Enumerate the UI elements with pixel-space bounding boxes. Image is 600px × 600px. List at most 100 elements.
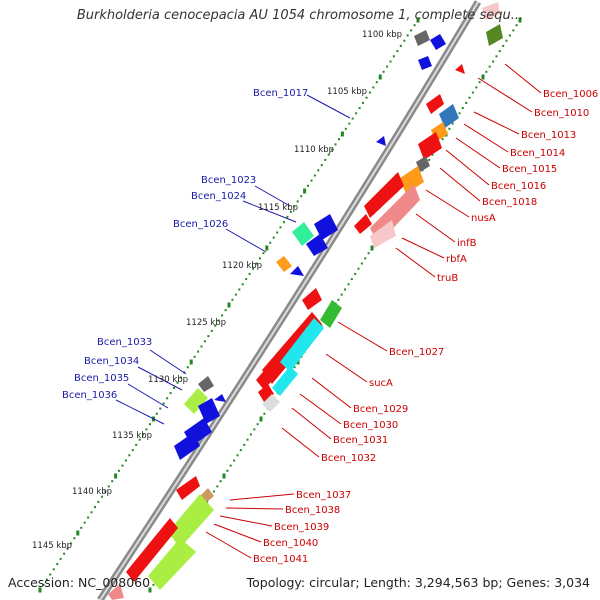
leader-line — [395, 247, 436, 278]
gene-label-bcen-1014[interactable]: Bcen_1014 — [510, 148, 565, 159]
gene-bcen-1034-lime[interactable] — [184, 388, 208, 414]
gene-bcen-1017-arrow[interactable] — [376, 136, 386, 146]
major-tick-dot — [259, 416, 263, 422]
minor-tick-dot — [465, 101, 468, 104]
minor-tick-dot — [249, 433, 252, 436]
gene-bcen-1039-lime[interactable] — [168, 494, 214, 548]
minor-tick-dot — [505, 39, 508, 42]
minor-tick-dot — [245, 278, 248, 281]
gene-label-bcen-1035[interactable]: Bcen_1035 — [74, 373, 129, 384]
gene-label-bcen-1038[interactable]: Bcen_1038 — [285, 505, 340, 516]
gene-blue-top[interactable] — [430, 34, 446, 50]
gene-bcen-1013-arrow[interactable] — [426, 94, 444, 114]
minor-tick-dot — [212, 490, 215, 493]
gene-label-bcen-1018[interactable]: Bcen_1018 — [482, 197, 537, 208]
gene-label-bcen-1023[interactable]: Bcen_1023 — [201, 175, 256, 186]
major-tick-dot — [416, 17, 420, 23]
gene-bcen-1010-block[interactable] — [486, 24, 503, 46]
gene-label-infB[interactable]: infB — [457, 238, 477, 249]
gene-bcen-1014-block[interactable] — [439, 104, 459, 128]
minor-tick-dot — [83, 521, 86, 524]
minor-tick-dot — [241, 283, 244, 286]
minor-tick-dot — [354, 272, 357, 275]
minor-tick-dot — [406, 34, 409, 37]
gene-label-nusA[interactable]: nusA — [471, 213, 496, 224]
gene-bcen-1032-gray[interactable] — [262, 394, 280, 412]
gene-bcen-1016-block[interactable] — [418, 132, 442, 160]
gene-label-bcen-1032[interactable]: Bcen_1032 — [321, 453, 376, 464]
minor-tick-dot — [296, 200, 299, 203]
major-tick-dot — [114, 473, 118, 479]
gene-bcen-1031-red[interactable] — [258, 384, 274, 402]
minor-tick-dot — [392, 55, 395, 58]
gene-label-bcen-1036[interactable]: Bcen_1036 — [62, 390, 117, 401]
tick-label-1130: 1130 kbp — [148, 375, 188, 385]
gene-bcen-1024-blue[interactable] — [314, 214, 338, 240]
gene-bcen-1027-red[interactable] — [302, 288, 322, 310]
gene-label-bcen-1016[interactable]: Bcen_1016 — [491, 181, 546, 192]
gene-label-bcen-1006[interactable]: Bcen_1006 — [543, 89, 598, 100]
gene-bcen-1018-block[interactable] — [416, 156, 430, 172]
gene-label-sucA[interactable]: sucA — [369, 378, 393, 389]
gene-label-bcen-1037[interactable]: Bcen_1037 — [296, 490, 351, 501]
gene-bcen-1023-block[interactable] — [292, 222, 314, 246]
leader-line — [149, 349, 187, 375]
gene-label-bcen-1030[interactable]: Bcen_1030 — [343, 420, 398, 431]
gene-bcen-1024-blue2[interactable] — [306, 234, 328, 256]
gene-bcen-1030-red[interactable] — [256, 366, 276, 390]
gene-label-bcen-1034[interactable]: Bcen_1034 — [84, 356, 139, 367]
gene-gray-top[interactable] — [414, 30, 430, 46]
minor-tick-dot — [87, 516, 90, 519]
gene-blue-top2[interactable] — [418, 56, 432, 70]
gene-label-bcen-1015[interactable]: Bcen_1015 — [502, 164, 557, 175]
gene-bcen-1038-arrows[interactable] — [176, 476, 200, 500]
gene-label-bcen-1033[interactable]: Bcen_1033 — [97, 337, 152, 348]
gene-bcen-1033-gray[interactable] — [198, 376, 214, 392]
gene-label-bcen-1027[interactable]: Bcen_1027 — [389, 347, 444, 358]
gene-infB-lower[interactable] — [370, 220, 396, 248]
minor-tick-dot — [155, 412, 158, 415]
gene-bcen-1041-red[interactable] — [126, 518, 178, 582]
gene-label-bcen-1039[interactable]: Bcen_1039 — [274, 522, 329, 533]
gene-bcen-1026-blue[interactable] — [290, 266, 304, 276]
right-gene-labels: Bcen_1006 Bcen_1010 Bcen_1013 Bcen_1014 … — [253, 89, 598, 565]
gene-label-bcen-1010[interactable]: Bcen_1010 — [534, 108, 589, 119]
minor-tick-dot — [338, 138, 340, 141]
minor-tick-dot — [317, 169, 320, 172]
gene-label-bcen-1040[interactable]: Bcen_1040 — [263, 538, 318, 549]
gene-label-rbfA[interactable]: rbfA — [446, 254, 467, 265]
gene-label-bcen-1013[interactable]: Bcen_1013 — [521, 130, 576, 141]
minor-tick-dot — [508, 34, 511, 37]
gene-label-bcen-1017[interactable]: Bcen_1017 — [253, 88, 308, 99]
page-title: Burkholderia cenocepacia AU 1054 chromos… — [76, 8, 524, 23]
gene-bcen-1029-cyan[interactable] — [272, 366, 298, 396]
gene-bcen-1006-block[interactable] — [482, 2, 500, 20]
minor-tick-dot — [66, 547, 69, 550]
gene-bottom-pink[interactable] — [108, 584, 124, 600]
gene-sucA-cyan[interactable] — [280, 318, 324, 372]
gene-truB-arrow[interactable] — [364, 172, 404, 218]
gene-small-red[interactable] — [455, 64, 465, 74]
gene-bcen-1026-orange[interactable] — [276, 256, 292, 272]
gene-bcen-1027-block[interactable] — [320, 300, 342, 328]
gene-label-bcen-1024[interactable]: Bcen_1024 — [191, 191, 246, 202]
gene-rbfA-arrow[interactable] — [354, 214, 372, 234]
leader-line — [325, 353, 368, 383]
gene-label-bcen-1041[interactable]: Bcen_1041 — [253, 554, 308, 565]
gene-label-bcen-1029[interactable]: Bcen_1029 — [353, 404, 408, 415]
gene-bcen-1035-blue[interactable] — [198, 398, 220, 424]
gene-nusA-block[interactable] — [400, 166, 424, 194]
minor-tick-dot — [252, 267, 255, 270]
minor-tick-dot — [206, 500, 209, 503]
minor-tick-dot — [372, 86, 375, 89]
gene-label-bcen-1031[interactable]: Bcen_1031 — [333, 435, 388, 446]
minor-tick-dot — [498, 50, 501, 53]
gene-bcen-1036-blue2[interactable] — [174, 432, 200, 460]
gene-label-truB[interactable]: truB — [437, 273, 458, 284]
minor-tick-dot — [320, 164, 323, 167]
gene-label-bcen-1026[interactable]: Bcen_1026 — [173, 219, 228, 230]
gene-blue-small[interactable] — [214, 394, 226, 402]
minor-tick-dot — [272, 236, 275, 239]
gene-bcen-1040-lime[interactable] — [148, 538, 196, 590]
minor-tick-dot — [234, 293, 237, 296]
